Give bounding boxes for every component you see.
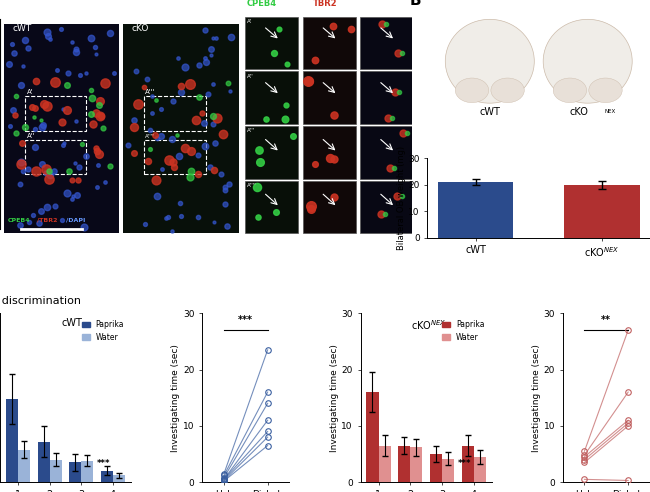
Ellipse shape <box>445 19 534 103</box>
Text: /TBR2: /TBR2 <box>37 218 58 223</box>
Bar <box>302 71 356 124</box>
Text: CPEB4: CPEB4 <box>8 218 31 223</box>
Text: A'''': A'''' <box>247 183 257 188</box>
Bar <box>360 17 413 69</box>
Ellipse shape <box>553 78 586 103</box>
Ellipse shape <box>455 78 489 103</box>
Y-axis label: Bilateral OB weight (mg): Bilateral OB weight (mg) <box>396 146 406 250</box>
Bar <box>25 96 86 131</box>
Bar <box>462 446 474 482</box>
Bar <box>302 17 356 69</box>
Text: A''': A''' <box>145 90 155 95</box>
Bar <box>302 181 356 233</box>
Bar <box>437 182 514 238</box>
Bar <box>81 461 94 482</box>
Bar <box>367 392 378 482</box>
Y-axis label: Investigating time (sec): Investigating time (sec) <box>532 344 541 452</box>
Text: Odor discrimination: Odor discrimination <box>0 296 81 307</box>
Text: ***: *** <box>97 460 110 468</box>
Text: merge+DAPI: merge+DAPI <box>363 1 407 7</box>
Text: A'': A'' <box>247 74 254 79</box>
Text: cWT: cWT <box>479 107 501 117</box>
Bar <box>18 450 30 482</box>
Bar <box>144 140 206 174</box>
Text: /DAPI: /DAPI <box>66 218 85 223</box>
Bar <box>302 126 356 179</box>
Text: cKO: cKO <box>132 24 149 32</box>
Bar <box>378 446 391 482</box>
Bar <box>360 71 413 124</box>
Legend: Paprika, Water: Paprika, Water <box>439 317 488 345</box>
Text: A': A' <box>247 19 252 24</box>
Y-axis label: Investigating time (sec): Investigating time (sec) <box>330 344 339 452</box>
Text: CPEB4: CPEB4 <box>246 0 276 7</box>
Bar <box>70 462 81 482</box>
Text: A'': A'' <box>27 133 35 139</box>
Bar <box>113 475 125 482</box>
Bar <box>398 446 410 482</box>
Bar <box>245 181 298 233</box>
Ellipse shape <box>589 78 622 103</box>
Bar <box>38 442 49 482</box>
Bar <box>564 184 640 238</box>
Bar <box>410 447 422 482</box>
Ellipse shape <box>543 19 632 103</box>
Text: cWT: cWT <box>12 24 32 32</box>
Bar <box>360 181 413 233</box>
Text: B: B <box>410 0 421 7</box>
Text: **: ** <box>601 315 611 325</box>
Bar <box>474 457 486 482</box>
Bar <box>144 96 206 131</box>
Text: A'''': A'''' <box>145 134 155 139</box>
Bar <box>245 71 298 124</box>
Bar <box>245 126 298 179</box>
Text: TBR2: TBR2 <box>313 0 337 7</box>
Legend: Paprika, Water: Paprika, Water <box>79 317 127 345</box>
Text: A''': A''' <box>247 128 255 133</box>
Text: NEX: NEX <box>159 18 170 23</box>
Y-axis label: Investigating time (sec): Investigating time (sec) <box>171 344 180 452</box>
Text: A': A' <box>27 90 33 95</box>
Bar <box>25 140 86 174</box>
Text: ***: *** <box>239 315 254 325</box>
Ellipse shape <box>491 78 525 103</box>
Bar <box>442 459 454 482</box>
Bar <box>6 399 18 482</box>
Text: ***: *** <box>458 460 471 468</box>
Text: cKO: cKO <box>569 107 588 117</box>
Text: NEX: NEX <box>604 109 616 114</box>
Bar <box>430 454 442 482</box>
Text: cKO$^{NEX}$: cKO$^{NEX}$ <box>411 318 447 332</box>
Bar <box>101 471 113 482</box>
Bar <box>49 460 62 482</box>
FancyBboxPatch shape <box>4 24 120 233</box>
FancyBboxPatch shape <box>124 24 239 233</box>
Bar <box>245 17 298 69</box>
Text: cWT: cWT <box>62 318 83 328</box>
Bar <box>360 126 413 179</box>
